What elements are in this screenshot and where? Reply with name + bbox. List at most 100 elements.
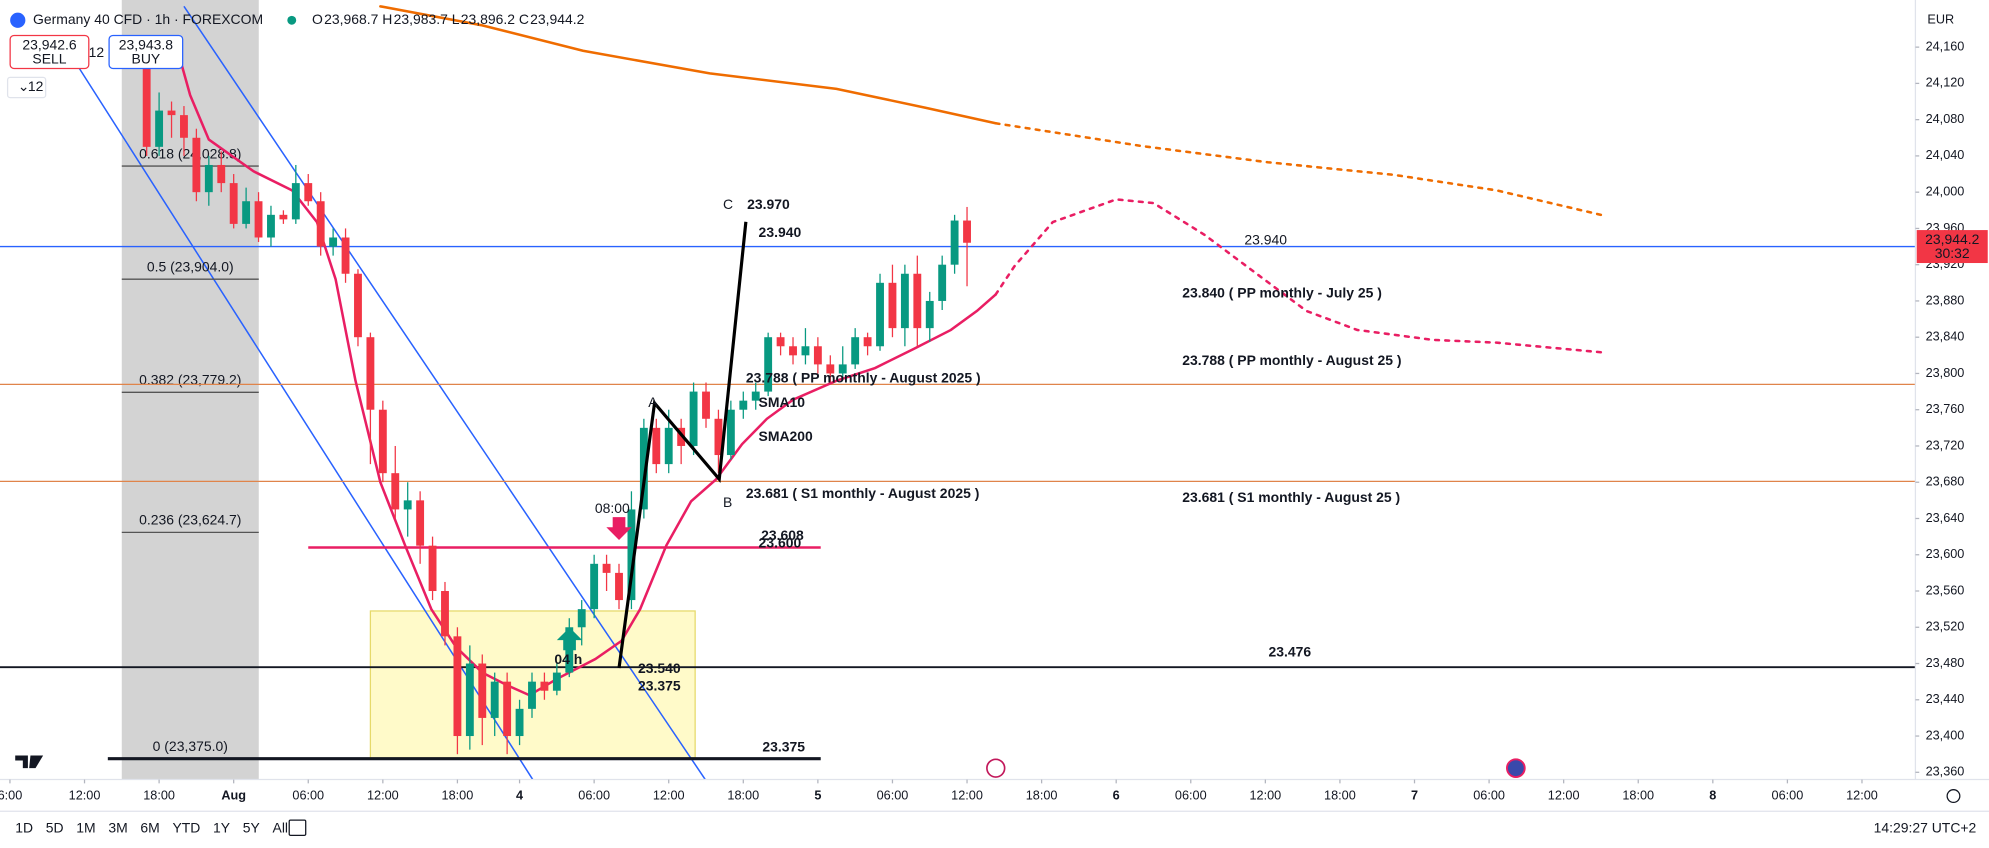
candle-body — [900, 273, 909, 329]
fib-label: 0 (23,375.0) — [153, 738, 228, 754]
candle-body — [863, 337, 872, 347]
range-button[interactable]: All — [273, 820, 289, 836]
candle-body — [515, 708, 524, 737]
y-tick-label: 23,760 — [1926, 402, 1965, 416]
candle-body — [329, 237, 338, 247]
spread: 12 — [89, 44, 105, 60]
candle-body — [378, 409, 387, 474]
range-button[interactable]: 5Y — [243, 820, 260, 836]
annotation: A — [648, 394, 658, 410]
range-button[interactable]: 1M — [76, 820, 95, 836]
fib-label: 0.236 (23,624.7) — [139, 512, 241, 528]
range-button[interactable]: 3M — [108, 820, 127, 836]
candle-body — [950, 220, 959, 265]
candle-body — [180, 115, 188, 138]
candle-body — [925, 300, 934, 329]
range-button[interactable]: 5D — [46, 820, 64, 836]
price-tag-value: 23,944.2 — [1925, 231, 1980, 247]
candle-body — [403, 500, 412, 510]
candle-body — [615, 572, 623, 601]
y-tick-label: 23,720 — [1926, 438, 1965, 452]
candle-body — [142, 56, 151, 147]
candle-body — [341, 237, 350, 274]
candle-body — [664, 427, 673, 465]
price-tag — [1916, 230, 1988, 264]
quantity: 12 — [28, 78, 44, 94]
plot-area: 0.618 (24,028.8) 0.5 (23,904.0) 0.382 (23,… — [0, 0, 1916, 780]
range-button[interactable]: 1D — [15, 820, 33, 836]
candle-body — [689, 391, 698, 446]
ohlc-value: 23,968.7 — [324, 11, 379, 27]
annotation: 23.600 — [759, 534, 802, 550]
candle-body — [229, 183, 238, 224]
candle-body — [366, 337, 375, 410]
clock: 14:29:27 UTC+2 — [1874, 820, 1977, 836]
candle-body — [590, 563, 599, 610]
annotation: 23.940 — [1244, 232, 1287, 248]
annotation: SMA200 — [759, 428, 813, 444]
down-arrow — [606, 517, 632, 540]
settings-icon[interactable] — [1946, 789, 1961, 804]
range-button[interactable]: 1Y — [213, 820, 230, 836]
annotation: 23.375 — [638, 678, 681, 694]
candle-body — [490, 681, 499, 718]
candle-body — [577, 609, 586, 628]
annotation: 08:00 — [595, 500, 630, 516]
x-tick-label: 06:00 — [1175, 788, 1207, 802]
y-tick-label: 24,080 — [1926, 112, 1965, 126]
x-tick-label: 18:00 — [727, 788, 759, 802]
candle-body — [652, 427, 661, 465]
y-tick-label: 23,400 — [1926, 728, 1965, 742]
annotation: 23.681 ( S1 monthly - August 2025 ) — [746, 485, 979, 501]
candle-body — [876, 282, 884, 347]
x-tick-label: 12:00 — [69, 788, 101, 802]
up-arrow — [556, 627, 583, 651]
symbol-title: Germany 40 CFD · 1h · FOREXCOM — [33, 11, 263, 27]
candle-body — [503, 681, 512, 737]
annotation: C — [723, 196, 733, 212]
candle-body — [714, 418, 723, 456]
candle-body — [242, 201, 251, 224]
y-tick-label: 24,160 — [1926, 39, 1965, 53]
candle-body — [217, 164, 226, 184]
candle-body — [851, 337, 860, 365]
x-tick-label: 8 — [1709, 788, 1716, 802]
range-button[interactable]: YTD — [172, 820, 200, 836]
candle-body — [751, 391, 760, 401]
annotation: 23.788 ( PP monthly - August 25 ) — [1182, 352, 1401, 368]
candle-body — [838, 364, 847, 374]
candle-body — [702, 391, 710, 419]
candle-body — [776, 337, 785, 347]
calendar-icon[interactable] — [288, 819, 307, 836]
status-dot — [287, 15, 297, 25]
price-tag-countdown: 30:32 — [1935, 245, 1970, 261]
sell-button[interactable] — [9, 34, 90, 70]
annotation: 23.681 ( S1 monthly - August 25 ) — [1182, 489, 1400, 505]
x-tick-label: 4 — [516, 788, 523, 802]
x-tick-label: 12:00 — [951, 788, 983, 802]
annotation: 23.940 — [759, 224, 802, 240]
y-tick-label: 23,440 — [1926, 692, 1965, 706]
x-tick-label: 12:00 — [1548, 788, 1580, 802]
y-tick-label: 23,800 — [1926, 366, 1965, 380]
x-tick-label: 6:00 — [0, 788, 22, 802]
annotation: 23.788 ( PP monthly - August 2025 ) — [746, 370, 981, 386]
candle-body — [453, 636, 462, 737]
event-icon[interactable] — [1506, 758, 1526, 778]
annotation: SMA10 — [759, 394, 806, 410]
event-icon[interactable] — [986, 758, 1006, 778]
x-tick-label: 06:00 — [1473, 788, 1505, 802]
candle-body — [441, 591, 449, 637]
y-tick-label: 24,040 — [1926, 148, 1965, 162]
y-tick-label: 23,680 — [1926, 475, 1965, 489]
range-button[interactable]: 6M — [140, 820, 159, 836]
fib-label: 0.618 (24,028.8) — [139, 145, 241, 161]
buy-price: 23,943.8 — [119, 36, 174, 52]
buy-button[interactable] — [108, 34, 184, 70]
channel-line — [183, 5, 706, 780]
x-tick-label: 06:00 — [578, 788, 610, 802]
candle-body — [304, 183, 313, 202]
candle-body — [627, 509, 636, 601]
candle-body — [204, 164, 213, 193]
quantity-select[interactable] — [6, 76, 47, 99]
